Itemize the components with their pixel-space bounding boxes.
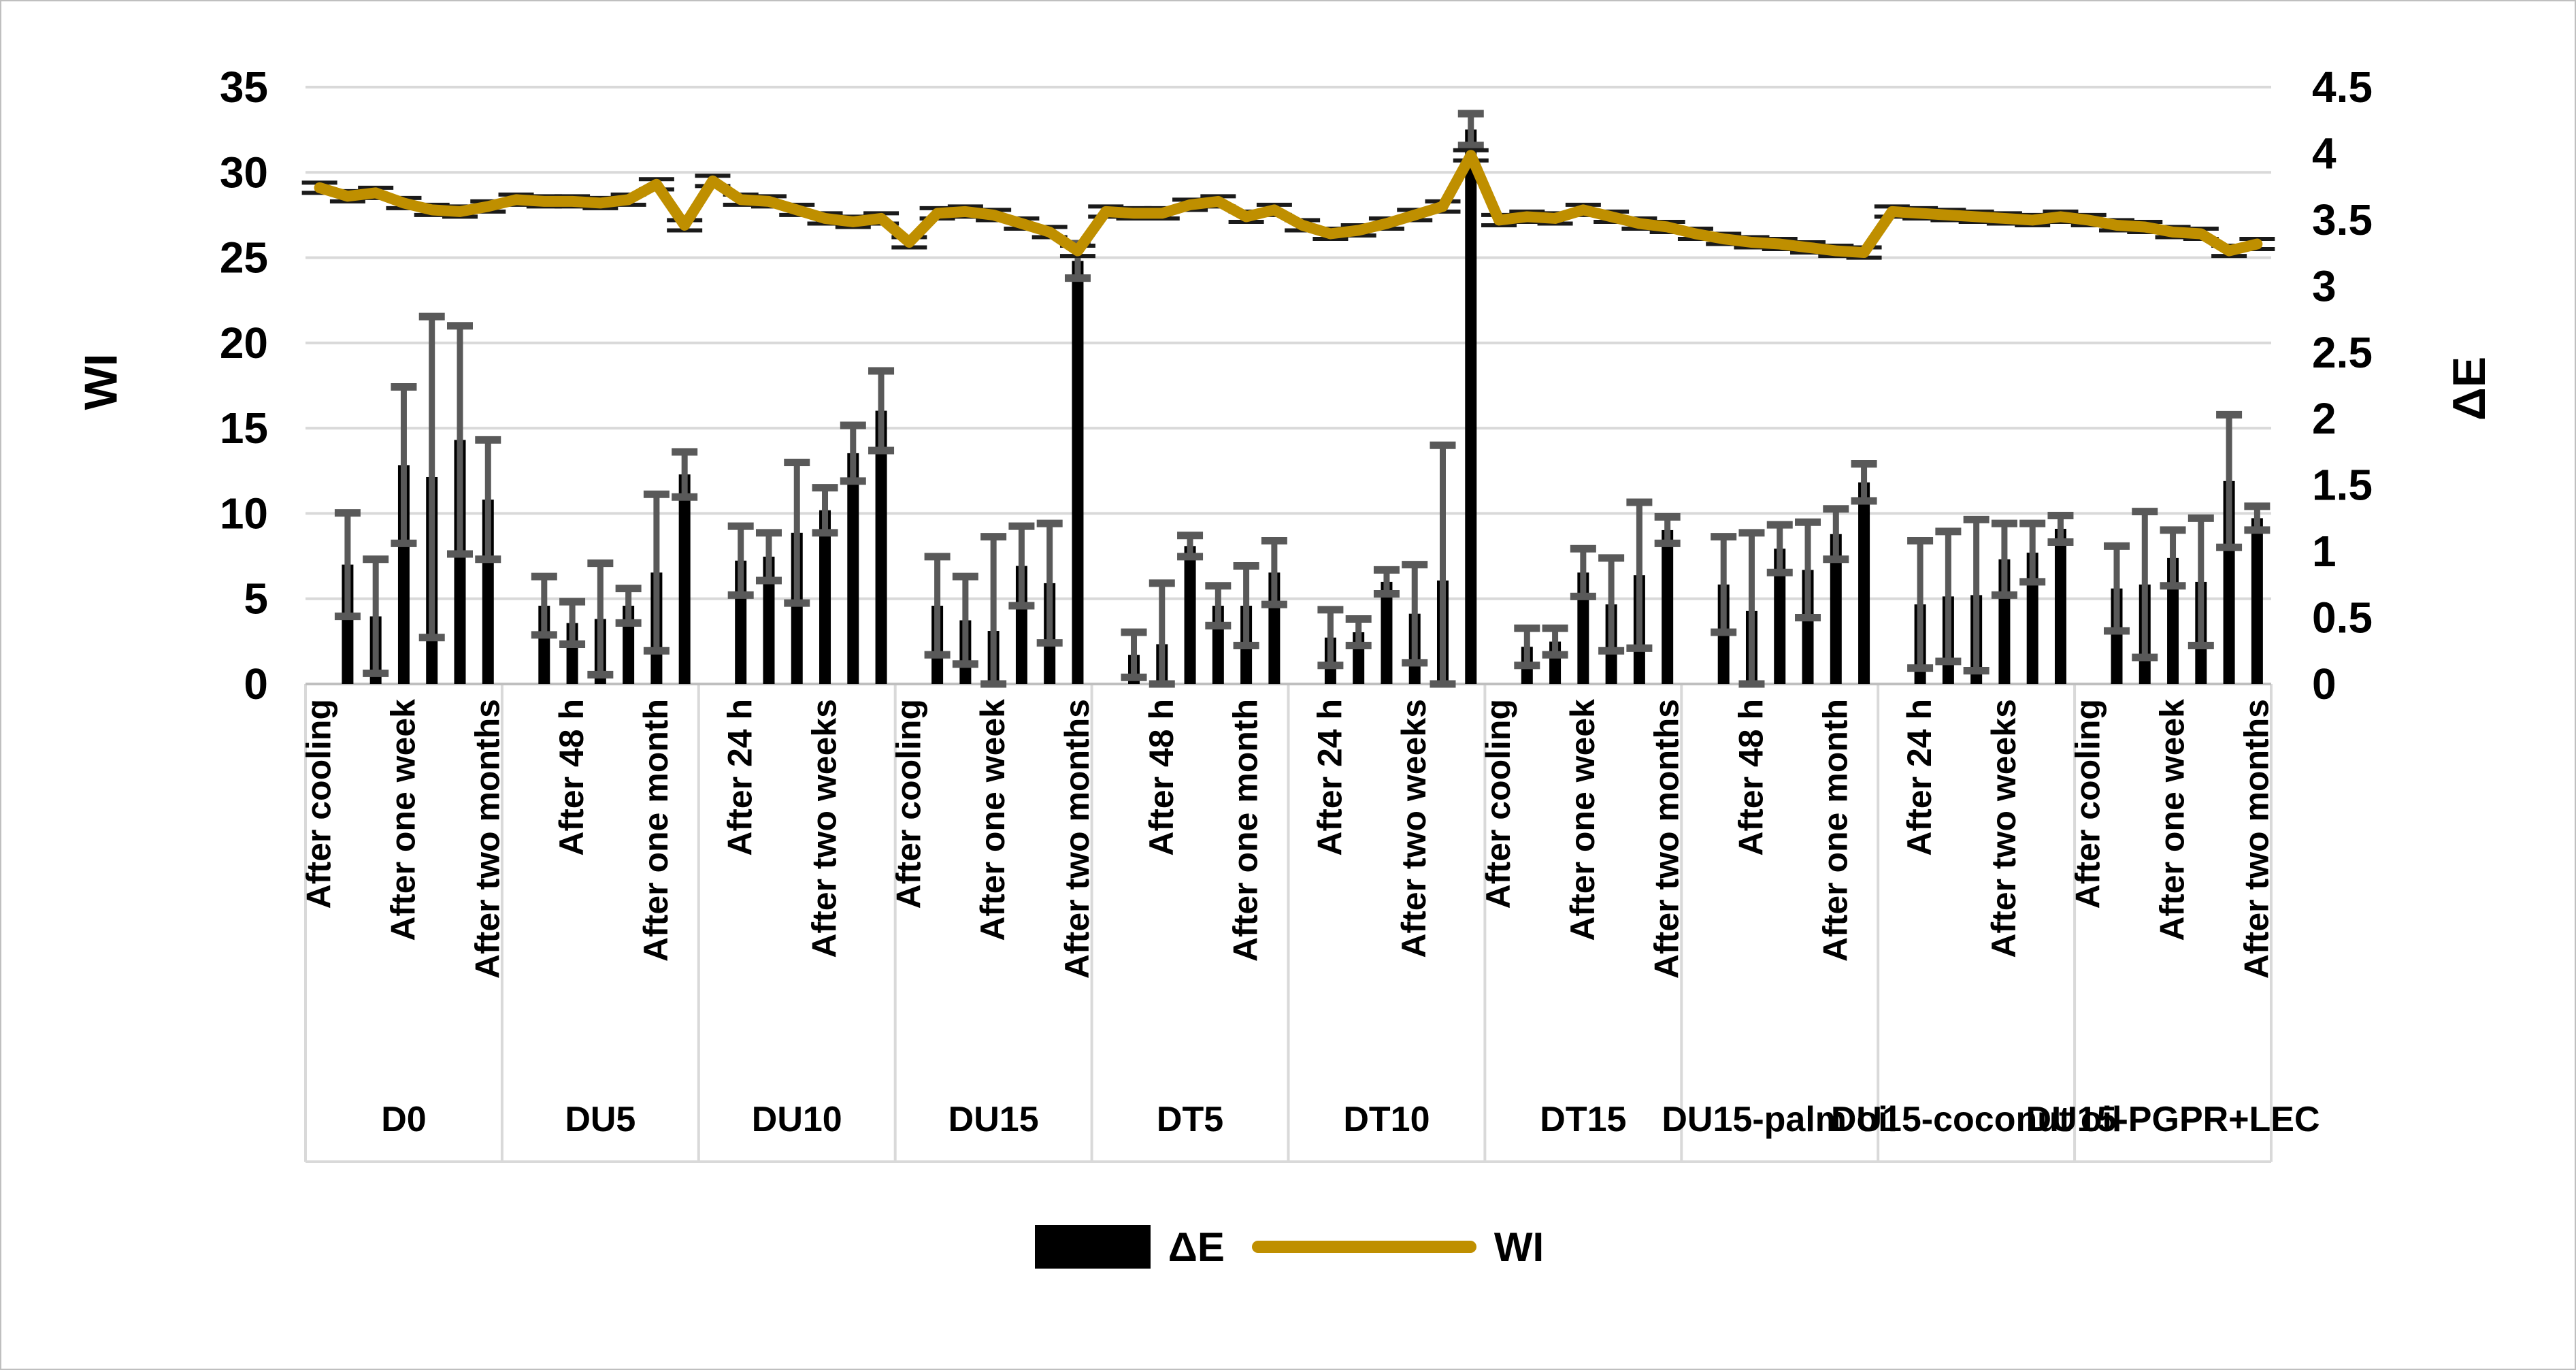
delta-e-bar [2251, 518, 2263, 684]
category-tick-label: After 48 h [1142, 699, 1180, 856]
delta-e-swatch-icon [1034, 1225, 1151, 1269]
left-axis-tick-label: 30 [220, 148, 268, 197]
left-axis-tick-label: 10 [220, 489, 268, 538]
category-tick-label: After 24 h [721, 699, 759, 856]
legend-item-delta-e: ΔE [1034, 1224, 1225, 1271]
left-axis-title: WI [75, 353, 127, 410]
left-axis-tick-label: 15 [220, 404, 268, 453]
category-tick-label: After two weeks [1985, 699, 2023, 958]
right-axis-tick-label: 3 [2312, 261, 2336, 310]
right-axis-tick-label: 1.5 [2312, 461, 2373, 510]
right-axis-tick-label: 0.5 [2312, 593, 2373, 642]
delta-e-bar [847, 453, 859, 684]
delta-e-bar [1184, 546, 1196, 684]
category-tick-label: After one week [2153, 699, 2192, 941]
legend-label-wi: WI [1493, 1224, 1545, 1270]
legend: ΔE WI [1, 1209, 2575, 1284]
category-tick-label: After two weeks [1395, 699, 1433, 958]
wi-swatch-icon [1251, 1241, 1476, 1253]
group-label: DT10 [1343, 1100, 1430, 1139]
category-tick-label: After two months [2237, 699, 2275, 979]
delta-e-bar [678, 474, 691, 684]
category-tick-label: After 24 h [1900, 699, 1938, 856]
left-axis-tick-label: 0 [244, 659, 268, 708]
left-axis-tick-label: 35 [220, 63, 268, 112]
group-label: DT15 [1540, 1100, 1626, 1139]
category-tick-label: After two weeks [806, 699, 844, 958]
group-label: DU15 [948, 1100, 1039, 1139]
delta-e-bar [1072, 261, 1084, 684]
right-axis-tick-label: 0 [2312, 659, 2336, 708]
category-tick-label: After two months [468, 699, 506, 979]
delta-e-bar [1465, 129, 1477, 684]
category-tick-label: After cooling [889, 699, 927, 909]
wi-line [314, 150, 2263, 259]
group-label: DU15-palm oil [1662, 1100, 1898, 1139]
category-tick-label: After one week [1564, 699, 1602, 941]
right-axis-tick-label: 3.5 [2312, 195, 2373, 244]
category-tick-label: After one month [637, 699, 675, 962]
delta-e-bar [1662, 529, 1674, 684]
group-label: DT5 [1157, 1100, 1223, 1139]
delta-e-bar [1381, 581, 1393, 684]
category-tick-label: After one month [1227, 699, 1265, 962]
right-axis-tick-label: 4.5 [2312, 63, 2373, 112]
delta-e-bar [763, 556, 775, 684]
delta-e-bar [1774, 549, 1786, 684]
legend-label-delta-e: ΔE [1168, 1224, 1225, 1270]
category-tick-label: After two months [1058, 699, 1096, 979]
right-axis-tick-label: 2.5 [2312, 328, 2373, 377]
left-axis-tick-label: 5 [244, 574, 268, 623]
group-label: DU5 [565, 1100, 635, 1139]
delta-e-bar [1858, 482, 1870, 684]
category-tick-label: After one month [1816, 699, 1854, 962]
category-tick-label: After 48 h [1732, 699, 1770, 856]
delta-e-bar [1577, 572, 1589, 684]
category-tick-label: After cooling [300, 699, 338, 909]
category-tick-label: After one week [384, 699, 422, 941]
category-tick-label: After one week [974, 699, 1012, 941]
left-axis-tick-label: 25 [220, 233, 268, 282]
delta-e-bar [2054, 528, 2066, 684]
delta-e-bar [819, 510, 831, 684]
category-tick-label: After cooling [1479, 699, 1517, 909]
category-tick-label: After 24 h [1310, 699, 1349, 856]
category-tick-label: After cooling [2069, 699, 2107, 909]
right-axis-tick-label: 1 [2312, 527, 2336, 576]
delta-e-bar [1830, 534, 1842, 684]
right-axis-tick-label: 2 [2312, 394, 2336, 443]
group-label: DU15-coconut oil [1831, 1100, 2122, 1139]
left-axis-tick-label: 20 [220, 319, 268, 368]
group-label: DU10 [752, 1100, 842, 1139]
category-tick-label: After two months [1648, 699, 1686, 979]
group-label: D0 [381, 1100, 426, 1139]
category-tick-label: After 48 h [552, 699, 591, 856]
delta-e-bar [875, 410, 887, 684]
right-axis-title: ΔE [2443, 356, 2496, 421]
legend-item-wi: WI [1251, 1224, 1545, 1271]
group-label: DU15-PGPR+LEC [2026, 1100, 2320, 1139]
right-axis-tick-label: 4 [2312, 129, 2336, 178]
